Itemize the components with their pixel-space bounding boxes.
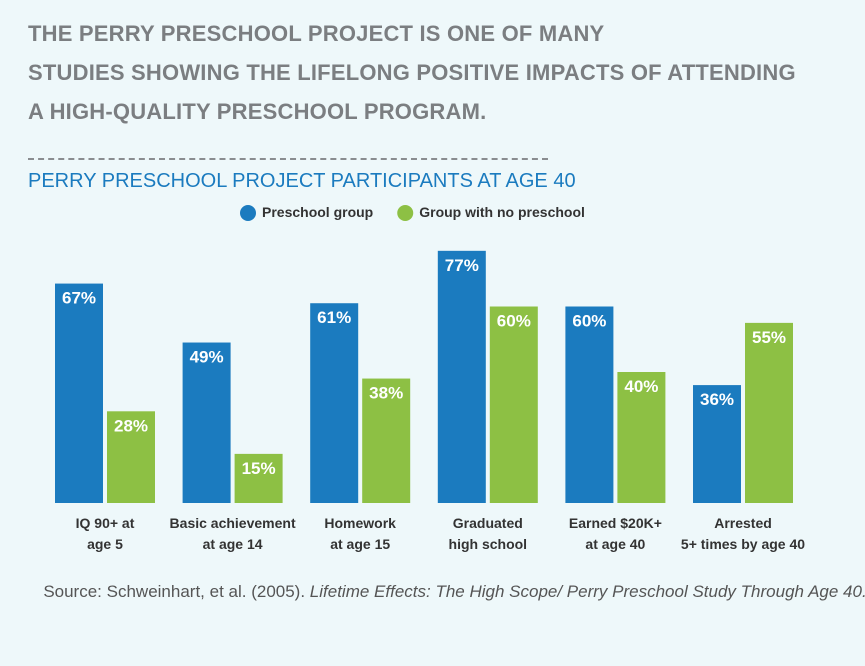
bar bbox=[489, 306, 538, 503]
bar bbox=[310, 303, 359, 503]
bar-label: 60% bbox=[572, 312, 606, 331]
bar-label: 60% bbox=[497, 312, 531, 331]
source-text: Source: Schweinhart, et al. (2005). bbox=[43, 582, 310, 601]
bar bbox=[693, 385, 741, 503]
x-tick-label: Basic achievement at age 14 bbox=[169, 515, 296, 552]
bar-label: 61% bbox=[317, 308, 351, 327]
bar bbox=[234, 453, 283, 503]
legend-label: Group with no preschool bbox=[419, 204, 585, 220]
bar-label: 36% bbox=[700, 390, 734, 409]
bar-label: 55% bbox=[752, 328, 786, 347]
bar bbox=[107, 411, 155, 503]
bar bbox=[55, 283, 103, 503]
bar-label: 38% bbox=[369, 384, 403, 403]
bar bbox=[182, 342, 231, 503]
bar bbox=[362, 378, 411, 503]
bar-label: 49% bbox=[190, 348, 224, 367]
x-tick-label: Homework at age 15 bbox=[324, 515, 396, 552]
bar-label: 28% bbox=[114, 416, 148, 435]
bar-label: 40% bbox=[624, 377, 658, 396]
divider bbox=[28, 158, 548, 160]
x-tick-label: Earned $20K+ at age 40 bbox=[568, 515, 662, 552]
source-title: Lifetime Effects: The High Scope/ Perry … bbox=[309, 582, 865, 601]
bar bbox=[617, 372, 666, 503]
bar bbox=[745, 322, 793, 503]
headline: THE PERRY PRESCHOOL PROJECT IS ONE OF MA… bbox=[28, 21, 796, 124]
bar bbox=[565, 306, 614, 503]
legend-swatch bbox=[240, 205, 256, 221]
bar bbox=[437, 250, 486, 503]
legend-swatch bbox=[397, 205, 414, 221]
legend-label: Preschool group bbox=[262, 204, 374, 220]
source: Source: Schweinhart, et al. (2005). Life… bbox=[40, 580, 865, 604]
bar-label: 15% bbox=[242, 459, 276, 478]
x-tick-label: Arrested 5+ times by age 40 bbox=[680, 515, 806, 552]
x-tick-label: Graduated high school bbox=[448, 515, 528, 552]
bar-label: 67% bbox=[62, 289, 96, 308]
x-tick-label: IQ 90+ at age 5 bbox=[75, 515, 135, 552]
bar-label: 77% bbox=[445, 256, 479, 275]
chart-title: PERRY PRESCHOOL PROJECT PARTICIPANTS AT … bbox=[28, 170, 576, 192]
